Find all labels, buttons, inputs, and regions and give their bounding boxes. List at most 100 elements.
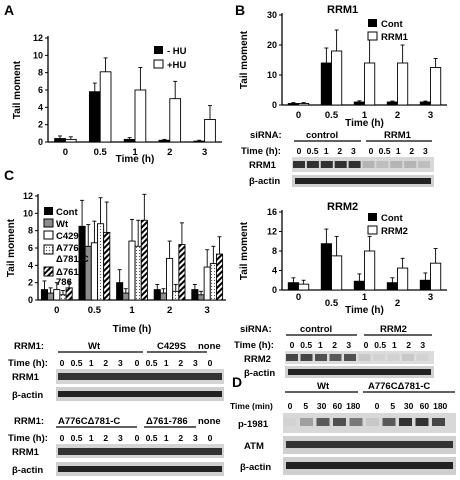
y-tick-label: 12 [23,191,33,201]
lane-time-label: 0 [60,358,65,368]
blot-band [418,161,431,168]
blot-b2: siRNA: control RRM2 Time (h): 0 0.5 1 2 3 0 0.… [234,324,434,379]
x-axis-label: Time (h) [345,305,384,316]
lane-time-label: 5 [390,401,395,411]
blot-band [58,391,222,397]
legend-label: - HU [167,46,187,57]
y-tick-label: 8 [272,246,277,256]
blot-d: Wt A776CΔ781-C Time (min) 0 5 30 60 180 0 5 30 6… [230,381,456,475]
x-tick-label: 0.5 [88,305,102,316]
blot-band [316,418,330,426]
legend-label: Wt [56,219,69,230]
chart-b1-title: RRM1 [327,4,358,16]
legend-swatch [368,19,377,27]
legend-swatch [367,31,378,41]
lane-time-label: 1 [318,340,323,350]
blot-band [402,354,414,361]
lane-time-label: 3 [193,433,198,443]
bar [65,287,73,301]
bar [397,62,409,106]
blot-group-label: none [198,416,221,427]
lane-time-label: 0 [135,358,140,368]
legend-swatch [43,218,54,228]
blot-row-label: RRM1 [12,447,40,458]
lane-time-label: 2 [103,358,108,368]
y-tick-label: 8 [38,68,43,78]
blot-band [373,354,385,361]
blot-band [376,161,389,168]
bar [298,283,310,291]
bar [320,243,332,291]
bar [134,245,142,301]
y-tick-label: 4 [272,266,277,276]
legend-label: RRM1 [381,32,409,43]
lane-time-label: 5 [303,401,308,411]
blot-row-label: ATM [244,441,264,452]
blot-band [399,418,412,426]
lane-time-label: 0 [60,433,65,443]
lane-time-label: 2 [409,146,414,156]
blot-band [300,354,313,361]
lane-time-label: 3 [118,433,123,443]
bar [123,138,136,143]
bar [331,255,343,291]
bar [97,223,105,301]
blot-band [416,354,429,361]
y-tick-label: 6 [28,243,33,253]
bar [172,290,180,301]
time-label: Time (h): [8,433,48,444]
x-tick-label: 3 [428,110,433,121]
bar [298,103,310,106]
blot-group-label: control [300,324,332,335]
x-tick-label: 1 [129,305,135,316]
bar [419,279,431,291]
bar [158,139,171,143]
x-tick-label: 0 [296,292,301,303]
lane-time-label: 3 [351,146,356,156]
blot-band [306,161,319,168]
bar [40,289,49,301]
blot-band [382,418,396,426]
x-tick-label: 2 [167,147,172,158]
sirna-label: siRNA: [250,130,282,141]
chart-b-rrm1: 0 10 20 30 0 0.5 1 2 3 Tail moment Time (h) [239,10,447,129]
blot-group-label: C429S [157,341,186,352]
y-tick-label: 2 [38,120,43,130]
blot-band [404,161,417,168]
bar [122,292,130,301]
blot-group-label: Wt [88,341,101,352]
blot-band [387,354,400,361]
bar [193,140,206,143]
legend-b2: Cont RRM2 [367,213,408,237]
blot-group-label: Δ761-786 [146,416,188,427]
bar [191,289,199,301]
blot-band [348,161,361,168]
lane-time-label: 0.5 [146,433,158,443]
y-tick-label: 6 [38,85,43,95]
sirna-label: siRNA: [240,324,272,335]
blot-row-label: β-actin [12,465,43,476]
blot-band [329,354,342,361]
panel-label-b: B [235,2,245,18]
bar [64,138,77,143]
bar [430,262,442,291]
x-tick-label: 2 [167,305,172,316]
lane-time-label: 2 [337,146,342,156]
x-tick-label: 3 [428,292,433,303]
y-tick-label: 4 [38,102,43,112]
bar [140,219,148,301]
x-tick-label: 3 [205,305,210,316]
legend-swatch [367,225,378,235]
y-tick-label: 30 [267,10,277,20]
blot-band [344,354,356,361]
bar [99,71,112,143]
lane-time-label: 3 [118,358,123,368]
lane-time-label: 0 [364,340,369,350]
bar [134,89,147,143]
time-label: Time (h): [234,340,274,351]
blot-row-label: β-actin [12,390,43,401]
y-axis-label: Tail moment [239,221,250,280]
legend-a: - HU +HU [153,46,187,71]
bar [386,282,398,291]
